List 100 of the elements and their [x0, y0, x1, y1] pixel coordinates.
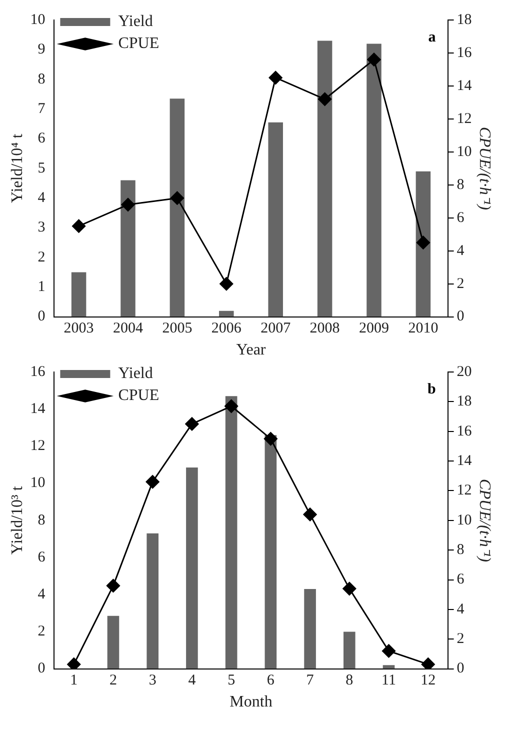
point	[146, 475, 160, 489]
y2-tick-label: 10	[456, 144, 472, 160]
bar	[304, 589, 316, 669]
x-tick-label: 8	[346, 672, 354, 689]
point	[185, 417, 199, 431]
x-tick-label: 11	[382, 672, 396, 689]
y-tick-label: 8	[38, 71, 46, 88]
bar	[268, 122, 283, 317]
point	[382, 644, 396, 658]
y-tick-label: 0	[38, 308, 46, 325]
point	[220, 277, 234, 291]
annotation: b	[427, 381, 436, 398]
y-tick-label: 8	[38, 512, 46, 528]
y2-tick-label: 2	[456, 631, 464, 648]
annotation: a	[428, 29, 436, 46]
bar	[146, 533, 159, 669]
bar	[120, 180, 136, 317]
y-tick-label: 16	[30, 364, 46, 380]
y2-tick-label: 0	[456, 308, 464, 325]
y2-tick-label: 14	[456, 452, 472, 469]
point	[318, 92, 332, 106]
point	[268, 70, 282, 84]
y2-tick-label: 12	[456, 110, 472, 127]
y2-tick-label: 18	[456, 12, 472, 28]
legend-label: CPUE	[118, 35, 160, 52]
legend-label: CPUE	[118, 387, 160, 404]
point	[264, 432, 278, 446]
y-tick-label: 10	[30, 12, 46, 28]
bar	[317, 40, 332, 317]
y2-tick-label: 20	[456, 364, 472, 380]
bar	[225, 396, 238, 669]
y2-tick-label: 6	[456, 210, 465, 226]
point	[303, 508, 317, 522]
y2-tick-label: 6	[456, 572, 465, 588]
point	[224, 399, 238, 413]
y-tick-label: 14	[30, 401, 46, 418]
y-tick-label: 4	[38, 190, 46, 206]
y-tick-label: 5	[38, 160, 46, 176]
x-tick-label: 5	[228, 672, 236, 689]
bar	[343, 632, 356, 669]
point	[121, 198, 135, 212]
y-tick-label: 12	[30, 438, 46, 454]
point	[106, 578, 120, 592]
y2-tick-label: 12	[456, 482, 472, 499]
y-tick-label: 4	[38, 586, 46, 603]
x-tick-label: 2006	[211, 320, 242, 337]
y2-tick-label: 16	[456, 423, 472, 440]
y-tick-label: 1	[38, 279, 46, 296]
x-tick-label: 4	[188, 672, 196, 689]
y-tick-label: 0	[38, 660, 46, 677]
y2-tick-label: 10	[456, 512, 472, 528]
bar	[382, 665, 395, 669]
y-tick-label: 3	[38, 220, 46, 236]
y2-tick-label: 14	[456, 78, 472, 94]
y-tick-label: 6	[38, 130, 46, 147]
bar	[416, 171, 431, 317]
bar	[219, 310, 234, 317]
y-tick-label: 9	[38, 42, 46, 58]
bar	[264, 435, 277, 669]
y-tick-label: 2	[38, 249, 46, 266]
x-axis-title: Month	[230, 694, 272, 711]
y2-axis-title: CPUE/(t·h⁻¹)	[476, 126, 494, 210]
y-tick-label: 2	[38, 624, 46, 640]
y-axis-title: Yield/10⁴ t	[8, 133, 26, 203]
y-tick-label: 7	[38, 100, 46, 117]
x-tick-label: 2003	[64, 320, 94, 337]
x-tick-label: 2010	[408, 320, 438, 337]
y2-tick-label: 4	[456, 601, 465, 618]
x-tick-label: 2004	[113, 320, 144, 337]
y2-axis-title: CPUE/(t·h⁻¹)	[476, 478, 494, 562]
x-tick-label: 6	[266, 672, 275, 689]
x-tick-label: 7	[306, 672, 314, 689]
y2-tick-label: 16	[456, 44, 472, 61]
bar	[366, 44, 382, 317]
y2-tick-label: 8	[456, 542, 464, 558]
point	[421, 658, 435, 669]
y2-tick-label: 2	[456, 276, 464, 292]
x-tick-label: 1	[70, 672, 78, 689]
point	[342, 582, 356, 596]
y2-tick-label: 8	[456, 176, 464, 193]
y-axis-title: Yield/10³ t	[8, 486, 26, 555]
point	[170, 191, 184, 205]
point	[367, 52, 381, 66]
x-axis-title: Year	[236, 342, 266, 359]
point	[416, 236, 430, 250]
bar	[170, 98, 185, 317]
y2-tick-label: 18	[456, 394, 472, 410]
legend-label: Yield	[118, 13, 153, 30]
point	[72, 219, 86, 233]
bar	[71, 272, 86, 317]
y-tick-label: 10	[30, 475, 46, 492]
x-tick-label: 2	[109, 672, 117, 689]
bar	[186, 468, 198, 669]
y2-tick-label: 4	[456, 242, 465, 259]
y-tick-label: 6	[38, 549, 46, 566]
x-tick-label: 3	[148, 672, 156, 689]
legend-label: Yield	[118, 365, 153, 382]
point	[67, 658, 81, 669]
x-tick-label: 12	[420, 672, 436, 689]
x-tick-label: 2009	[359, 320, 389, 337]
